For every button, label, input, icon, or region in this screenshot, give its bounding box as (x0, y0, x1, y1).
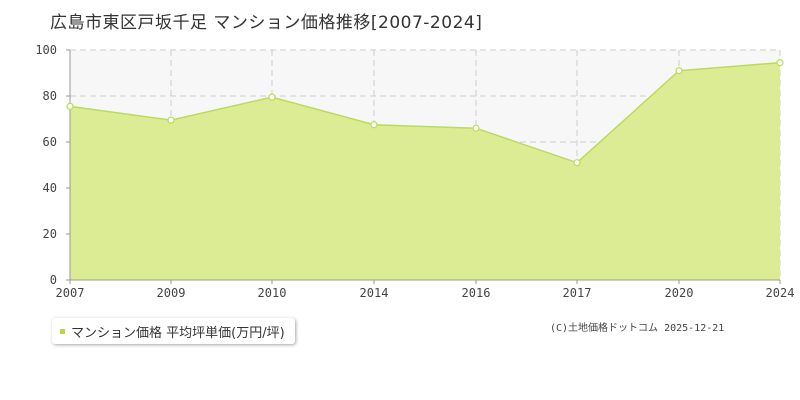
x-tick-label: 2016 (462, 286, 491, 300)
series-area (70, 62, 780, 281)
chart-title: 広島市東区戸坂千足 マンション価格推移[2007-2024] (50, 13, 483, 33)
data-points (66, 59, 784, 167)
y-tick-label: 0 (50, 273, 57, 287)
y-tick-label: 40 (43, 181, 57, 195)
data-point (472, 124, 480, 132)
x-tick-label: 2014 (360, 286, 389, 300)
y-tick-label: 100 (35, 43, 57, 57)
x-tick-label: 2020 (665, 286, 694, 300)
data-point (370, 121, 378, 129)
x-tick-label: 2010 (258, 286, 287, 300)
x-tick-label: 2009 (157, 286, 186, 300)
y-tick-label: 20 (43, 227, 57, 241)
data-point (675, 67, 683, 75)
x-tick-label: 2024 (766, 286, 795, 300)
x-tick-label: 2017 (563, 286, 592, 300)
legend-label: マンション価格 平均坪単価(万円/坪) (71, 325, 285, 341)
data-point (776, 59, 784, 67)
legend: マンション価格 平均坪単価(万円/坪) (52, 318, 295, 344)
data-point (268, 93, 276, 101)
y-tick-label: 60 (43, 135, 57, 149)
series-line (69, 61, 781, 164)
data-point (66, 102, 74, 110)
y-tick-label: 80 (43, 89, 57, 103)
data-point (167, 116, 175, 124)
credit-text: (C)土地価格ドットコム 2025-12-21 (550, 323, 725, 334)
data-point (573, 159, 581, 167)
x-tick-label: 2007 (56, 286, 85, 300)
legend-swatch (60, 328, 65, 334)
x-tick-labels: 2007 2009 2010 2014 2016 2017 2020 2024 (56, 280, 795, 300)
y-tick-labels: 0 20 40 60 80 100 (35, 43, 70, 287)
